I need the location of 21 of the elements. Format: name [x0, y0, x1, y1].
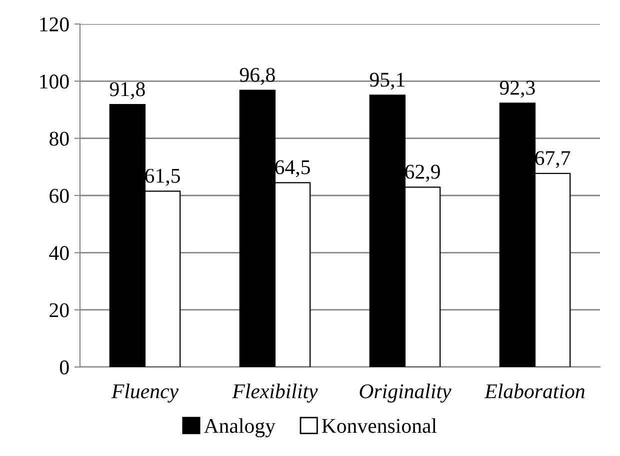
y-tick-label: 40	[49, 246, 69, 260]
legend-label: Analogy	[204, 418, 276, 438]
y-tick-label: 60	[50, 188, 69, 203]
y-tick-label: 120	[40, 17, 69, 32]
data-label: 96,8	[240, 68, 275, 85]
data-label: 62,9	[405, 164, 440, 182]
y-tick-label: 80	[50, 132, 69, 146]
y-tick-label: 100	[40, 74, 69, 89]
y-tick-label: 20	[50, 303, 69, 318]
x-tick-label: Fluency	[111, 384, 179, 403]
data-label: 92,3	[500, 80, 535, 98]
data-label: 95,1	[370, 72, 404, 90]
data-label: 67,7	[535, 151, 570, 168]
data-label: 61,5	[145, 168, 180, 186]
y-tick-label: 0	[60, 360, 69, 374]
data-label: 64,5	[275, 160, 310, 178]
x-tick-label: Originality	[360, 384, 452, 403]
legend-label: Konvensional	[322, 418, 437, 433]
x-tick-label: Flexibility	[232, 384, 318, 403]
data-label: 91,8	[110, 82, 145, 100]
x-tick-label: Elaboration	[484, 384, 584, 398]
